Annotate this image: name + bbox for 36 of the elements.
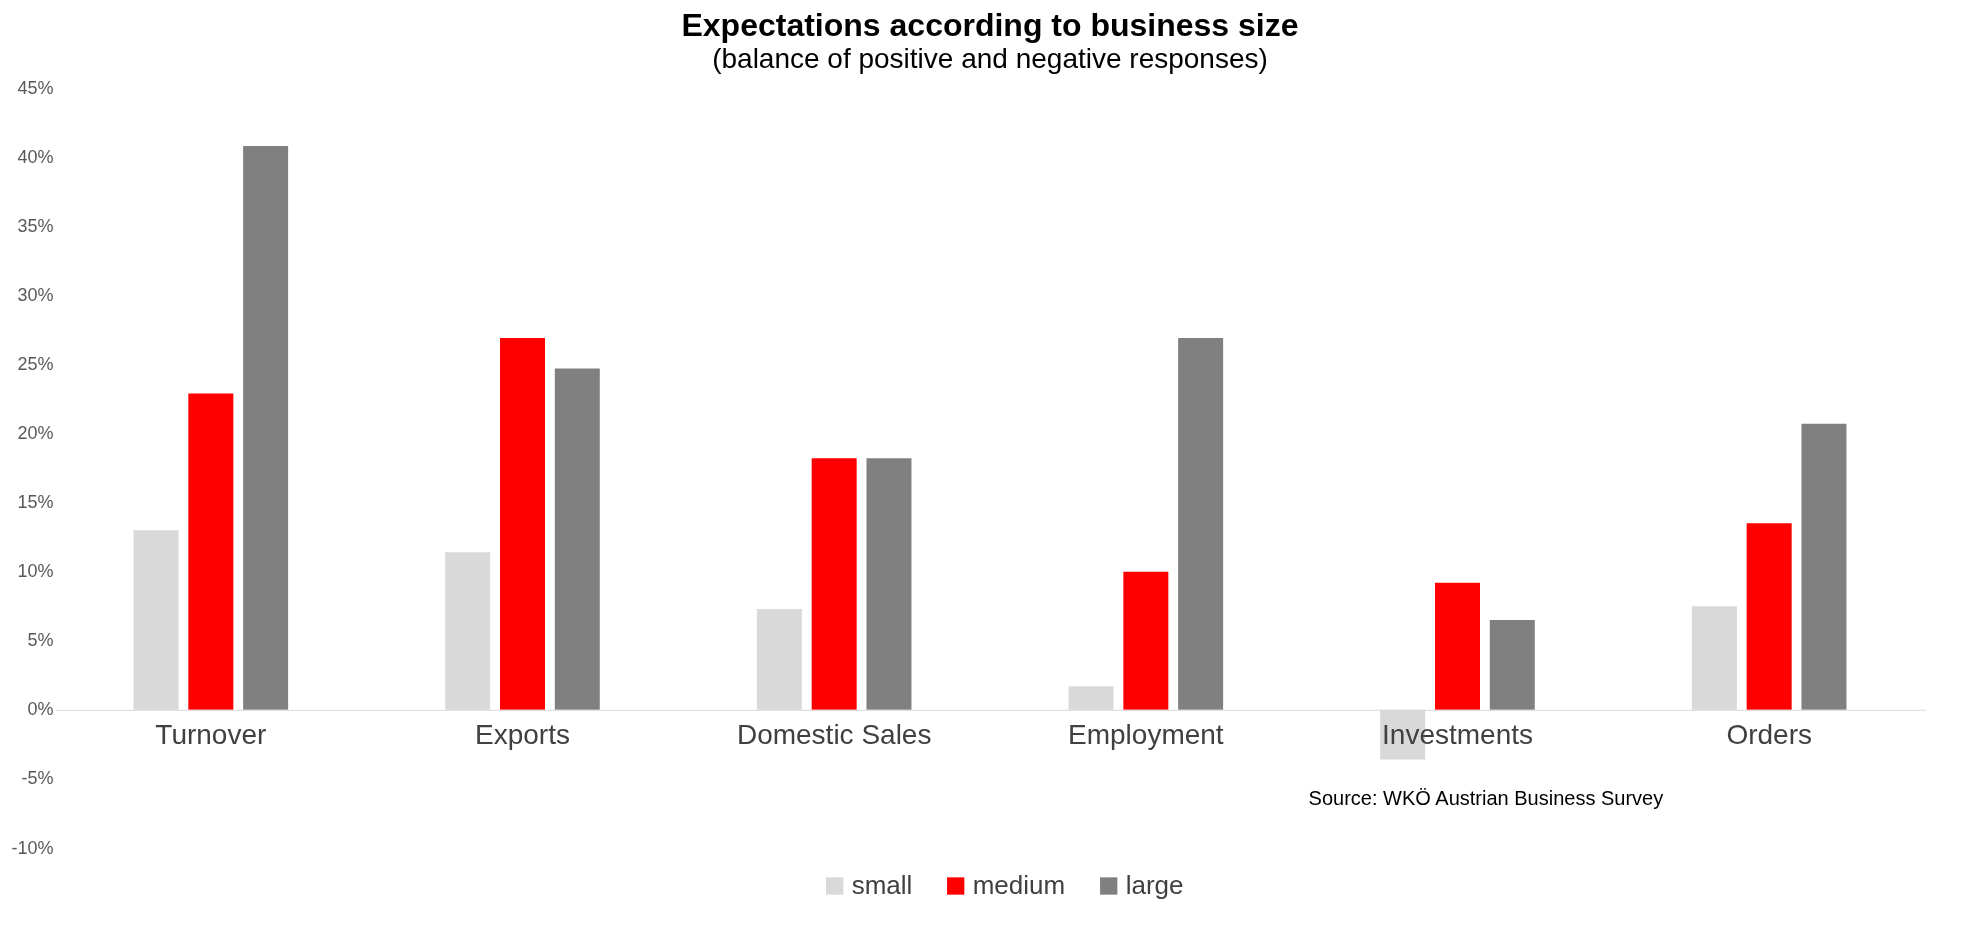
chart-subtitle: (balance of positive and negative responses) — [712, 43, 1268, 74]
annotation: Source: WKÖ Austrian Business Survey — [1308, 786, 1664, 809]
y-tick-label: 45% — [17, 77, 54, 98]
bar — [1178, 338, 1224, 710]
x-tick-label: Domestic Sales — [736, 719, 932, 751]
bar — [1123, 571, 1169, 710]
y-tick-label: 35% — [17, 215, 54, 236]
y-tick-label: 15% — [17, 492, 54, 513]
x-tick-label: Investments — [1382, 719, 1533, 751]
bar — [243, 146, 289, 710]
legend-label: large — [1125, 870, 1184, 900]
x-tick-label: Employment — [1068, 719, 1224, 751]
y-tick-label: 10% — [17, 561, 54, 582]
y-tick-label: -10% — [11, 837, 54, 858]
bar — [811, 458, 857, 710]
y-tick-label: -5% — [21, 768, 54, 789]
x-tick-label: Exports — [475, 719, 570, 751]
bar — [866, 458, 912, 710]
legend-label: small — [851, 870, 913, 900]
x-tick-label: Turnover — [155, 719, 267, 751]
bar — [1489, 620, 1535, 710]
bar — [500, 338, 545, 710]
bar — [1801, 423, 1847, 710]
bar — [1746, 523, 1792, 710]
bar — [1435, 582, 1480, 710]
y-tick-label: 5% — [27, 630, 54, 651]
legend-label: medium — [972, 870, 1066, 900]
y-tick-label: 0% — [27, 699, 54, 720]
bar — [188, 393, 234, 710]
bar — [554, 368, 600, 710]
y-tick-label: 20% — [17, 422, 54, 443]
y-tick-label: 25% — [17, 353, 54, 374]
x-tick-label: Orders — [1726, 719, 1812, 751]
y-tick-label: 40% — [17, 146, 54, 167]
y-tick-label: 30% — [17, 284, 54, 305]
chart-title: Expectations according to business size — [681, 7, 1299, 43]
